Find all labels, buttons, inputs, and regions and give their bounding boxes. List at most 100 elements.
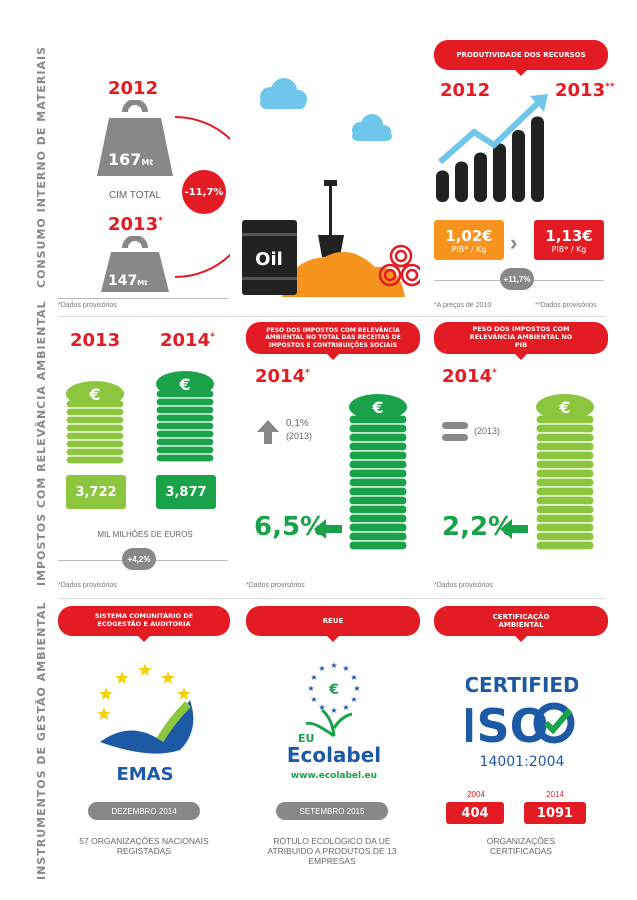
cim-year-2012: 2012 xyxy=(108,78,159,99)
svg-text:★: ★ xyxy=(96,704,112,725)
imp2-year: 2014* xyxy=(255,366,310,387)
imp2-value: 6,5% xyxy=(254,512,327,542)
productivity-bar xyxy=(455,161,468,202)
productivity-bars xyxy=(436,94,548,202)
oil-illustration: Oil xyxy=(242,78,420,297)
ecolabel-logo: ★ ★★★ ★★★★ ★★★★ € EU Ecolabel www.ecolabe… xyxy=(287,661,381,781)
svg-text:★: ★ xyxy=(330,661,337,670)
iso-value-2014: 1091 xyxy=(524,802,586,824)
arrow-left-icon xyxy=(314,519,342,539)
imp3-delta-year: (2013) xyxy=(474,426,501,436)
reue-date: SETEMBRO 2015 xyxy=(276,802,388,820)
svg-text:★: ★ xyxy=(310,695,317,704)
productivity-bar xyxy=(474,152,487,202)
pill-iso: CERTIFICAÇÃO AMBIENTAL xyxy=(434,606,608,642)
svg-text:★: ★ xyxy=(342,664,349,673)
pill-impostos-receitas: PESO DOS IMPOSTOS COM RELEVÂNCIA AMBIENT… xyxy=(246,322,420,360)
productivity-bar xyxy=(512,130,525,202)
productivity-bar xyxy=(531,116,544,202)
pill-reue: REUE xyxy=(246,606,420,642)
divider xyxy=(58,298,228,299)
imp3-value: 2,2% xyxy=(442,512,515,542)
productivity-bar xyxy=(436,170,449,202)
weight-icon-2013 xyxy=(101,236,169,292)
svg-text:★: ★ xyxy=(318,664,325,673)
imp-value-2014: 3,877 xyxy=(156,475,216,509)
row-divider xyxy=(58,316,606,317)
svg-text:★: ★ xyxy=(350,695,357,704)
equals-icon xyxy=(442,422,468,441)
imp2-note: *Dados provisórios xyxy=(246,582,305,589)
pill-emas: SISTEMA COMUNITÁRIO DE ECOGESTÃO E AUDIT… xyxy=(58,606,230,642)
prod-note-1: *A preços de 2010 xyxy=(434,302,492,309)
prod-box-2013: 1,13€ PIB* / Kg xyxy=(534,220,604,260)
cim-note: *Dados provisórios xyxy=(58,302,117,309)
svg-text:★: ★ xyxy=(176,684,192,705)
cim-arc xyxy=(174,116,230,278)
imp-unit-label: MIL MILHÕES DE EUROS xyxy=(97,530,193,539)
iso-caption: ORGANIZAÇÕES CERTIFICADAS xyxy=(486,836,556,857)
svg-text:★: ★ xyxy=(98,684,114,705)
svg-text:★: ★ xyxy=(114,668,130,689)
ecolabel-eu: EU xyxy=(298,732,314,745)
svg-text:★: ★ xyxy=(350,673,357,682)
svg-text:€: € xyxy=(558,398,570,417)
arrow-left-icon xyxy=(500,519,528,539)
productivity-bar xyxy=(493,143,506,202)
svg-text:★: ★ xyxy=(307,684,314,693)
svg-text:★: ★ xyxy=(310,673,317,682)
imp-value-2013: 3,722 xyxy=(66,475,126,509)
iso-standard: 14001:2004 xyxy=(480,754,565,770)
reue-caption: RÓTULO ECOLÓGICO DA UE ATRIBUIDO A PRODU… xyxy=(267,836,397,867)
svg-text:€: € xyxy=(371,398,383,417)
imp3-note: *Dados provisórios xyxy=(434,582,493,589)
svg-text:★: ★ xyxy=(160,668,176,689)
cim-value-2013: 147Mt xyxy=(108,273,148,289)
svg-text:★: ★ xyxy=(342,703,349,712)
cim-change-badge: -11,7% xyxy=(182,170,226,214)
prod-box-2012: 1,02€ PIB* / Kg xyxy=(434,220,504,260)
imp-year-2014: 2014* xyxy=(160,330,215,351)
coin-stack-2013: € xyxy=(65,381,125,465)
prod-change-badge: +11,7% xyxy=(500,268,534,290)
svg-text:★: ★ xyxy=(353,684,360,693)
ecolabel-text: Ecolabel xyxy=(287,743,381,767)
cim-value-2012: 167Mt xyxy=(108,150,154,169)
emas-caption: 57 ORGANIZAÇÕES NACIONAIS REGISTADAS xyxy=(79,836,209,857)
svg-text:€: € xyxy=(328,682,339,698)
weight-icon-2012 xyxy=(97,100,173,176)
imp3-year: 2014* xyxy=(442,366,497,387)
imp-note: *Dados provisórios xyxy=(58,582,117,589)
imp2-delta-year: (2013) xyxy=(286,431,313,441)
prod-year-2013: 2013** xyxy=(555,80,615,101)
cim-year-2013: 2013* xyxy=(108,214,163,235)
emas-date: DEZEMBRO 2014 xyxy=(88,802,200,820)
section-label-impostos: IMPOSTOS COM RELEVÂNCIA AMBIENTAL xyxy=(35,300,48,586)
svg-text:€: € xyxy=(88,385,100,404)
svg-text:★: ★ xyxy=(330,706,337,715)
ecolabel-url: www.ecolabel.eu xyxy=(291,771,377,781)
prod-year-2012: 2012 xyxy=(440,80,491,101)
coin-stack-receitas: € xyxy=(348,394,408,551)
section-label-consumo: CONSUMO INTERNO DE MATERIAIS xyxy=(35,46,48,288)
pill-produtividade: PRODUTIVIDADE DOS RECURSOS xyxy=(434,40,608,76)
iso-year-2014: 2014 xyxy=(546,790,564,799)
svg-text:★: ★ xyxy=(318,703,325,712)
cim-label: CIM TOTAL xyxy=(108,190,162,201)
imp2-delta: 0,1% xyxy=(286,418,309,429)
arrow-up-icon xyxy=(257,420,279,444)
oil-label: Oil xyxy=(255,249,283,270)
arrow-right-icon: › xyxy=(510,230,518,255)
imp-change-badge: +4,2% xyxy=(122,548,156,570)
svg-text:€: € xyxy=(178,375,190,394)
svg-text:★: ★ xyxy=(137,660,153,681)
section-label-gestao: INSTRUMENTOS DE GESTÃO AMBIENTAL xyxy=(35,601,48,880)
coin-stack-2014: € xyxy=(155,371,215,463)
imp-year-2013: 2013 xyxy=(70,330,121,351)
row-divider xyxy=(58,598,606,599)
iso-year-2004: 2004 xyxy=(467,790,485,799)
coin-stack-pib: € xyxy=(535,394,595,551)
iso-value-2004: 404 xyxy=(446,802,504,824)
emas-logo: ★ ★ ★ ★ ★ ★ EMAS xyxy=(96,660,194,785)
iso-logo: CERTIFIED ISO 14001:2004 xyxy=(466,673,578,770)
